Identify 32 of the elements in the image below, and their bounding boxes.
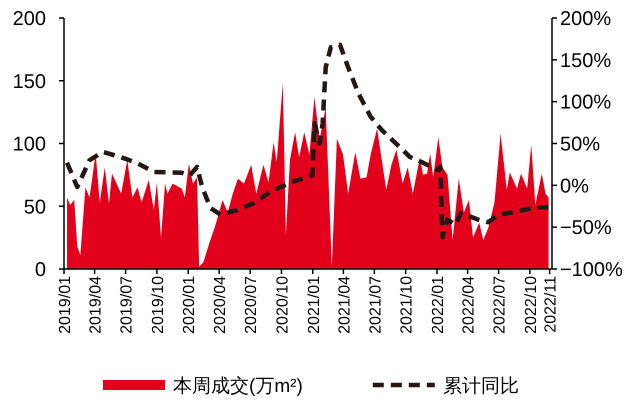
x-tick-label: 2019/04 [88, 276, 105, 334]
x-tick-label: 2019/07 [118, 276, 136, 334]
x-tick-label: 2022/01 [430, 276, 447, 334]
x-tick-label: 2021/07 [367, 276, 384, 334]
y2-tick-label: −100% [560, 259, 624, 281]
y2-tick-label: 150% [560, 50, 612, 72]
x-tick-label: 2021/01 [306, 276, 323, 334]
y-tick-label: 100 [12, 134, 46, 156]
x-tick-label: 2020/01 [181, 276, 198, 334]
x-tick-label: 2021/10 [398, 276, 416, 334]
x-tick-label: 2019/01 [57, 276, 74, 334]
x-tick-label: 2019/10 [150, 276, 167, 334]
x-tick-label: 2022/11 [542, 276, 560, 333]
x-tick-label: 2020/04 [212, 276, 230, 334]
y-tick-label: 150 [12, 70, 46, 93]
y2-tick-label: 100% [560, 92, 612, 114]
x-tick-label: 2022/07 [492, 276, 509, 334]
y2-tick-label: 0% [560, 175, 590, 198]
y2-tick-label: −50% [560, 217, 612, 240]
y2-tick-label: 50% [560, 134, 600, 156]
legend-label: 累计同比 [442, 376, 519, 397]
y-tick-label: 200 [12, 8, 46, 30]
x-tick-label: 2020/07 [243, 276, 260, 334]
y-tick-label: 0 [34, 259, 46, 281]
x-tick-label: 2022/10 [522, 276, 540, 334]
y-tick-label: 50 [24, 196, 46, 218]
legend-label: 本周成交(万m²) [173, 375, 303, 397]
line-series [64, 42, 551, 240]
x-tick-label: 2022/04 [460, 276, 478, 334]
y2-tick-label: 200% [560, 8, 612, 30]
x-tick-label: 2021/04 [336, 276, 354, 334]
x-tick-label: 2020/10 [274, 276, 292, 334]
